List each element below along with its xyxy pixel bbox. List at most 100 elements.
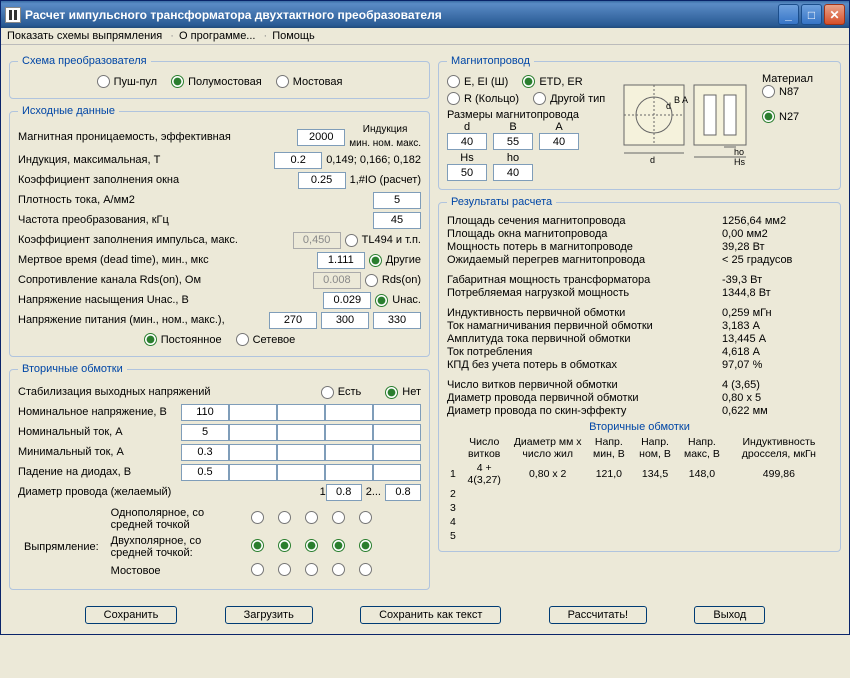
dim-Hs[interactable] — [447, 164, 487, 181]
r11v: 97,07 % — [722, 359, 832, 371]
kfill-label: Коэффициент заполнения окна — [18, 174, 298, 186]
rect-main-label: Выпрямление: — [18, 533, 105, 561]
inom-3[interactable] — [277, 424, 325, 441]
rect2-c3[interactable] — [305, 539, 318, 552]
dim-ho[interactable] — [493, 164, 533, 181]
calc-button[interactable]: Рассчитать! — [549, 606, 647, 624]
rect3-c5[interactable] — [359, 563, 372, 576]
sw-usat[interactable]: Uнас. — [375, 294, 421, 307]
menu-about[interactable]: О программе... — [179, 30, 255, 42]
imin-4[interactable] — [325, 444, 373, 461]
rect3-c3[interactable] — [305, 563, 318, 576]
dwire-1[interactable] — [326, 484, 362, 501]
dim-A[interactable] — [539, 133, 579, 150]
udrop-2[interactable] — [229, 464, 277, 481]
uin-min[interactable] — [269, 312, 317, 329]
core-ring[interactable]: R (Кольцо) — [447, 92, 519, 105]
unom-1[interactable] — [181, 404, 229, 421]
uin-nom[interactable] — [321, 312, 369, 329]
unom-2[interactable] — [229, 404, 277, 421]
perm-input[interactable] — [297, 129, 345, 146]
r1l: Площадь сечения магнитопровода — [447, 215, 722, 227]
rect1-c3[interactable] — [305, 511, 318, 524]
r8l: Ток намагничивания первичной обмотки — [447, 320, 722, 332]
dead-input[interactable] — [317, 252, 365, 269]
r13v: 0,80 х 5 — [722, 392, 832, 404]
mat-n27[interactable]: N27 — [762, 110, 832, 123]
bmax-input[interactable] — [274, 152, 322, 169]
r13l: Диаметр провода первичной обмотки — [447, 392, 722, 404]
rect1-c5[interactable] — [359, 511, 372, 524]
scheme-bridge[interactable]: Мостовая — [276, 75, 343, 88]
menu-help[interactable]: Помощь — [272, 30, 315, 42]
rect3-c1[interactable] — [251, 563, 264, 576]
freq-input[interactable] — [373, 212, 421, 229]
rect1-c2[interactable] — [278, 511, 291, 524]
sw-rdson[interactable]: Rds(on) — [365, 274, 421, 287]
stab-yes[interactable]: Есть — [321, 386, 361, 399]
imin-2[interactable] — [229, 444, 277, 461]
inom-1[interactable] — [181, 424, 229, 441]
core-other[interactable]: Другой тип — [533, 92, 605, 105]
save-text-button[interactable]: Сохранить как текст — [360, 606, 501, 624]
rect1-c1[interactable] — [251, 511, 264, 524]
inom-label: Номинальный ток, А — [18, 426, 181, 438]
r5v: -39,3 Вт — [722, 274, 832, 286]
imin-1[interactable] — [181, 444, 229, 461]
save-button[interactable]: Сохранить — [85, 606, 178, 624]
minimize-button[interactable]: _ — [778, 4, 799, 25]
button-bar: Сохранить Загрузить Сохранить как текст … — [1, 600, 849, 634]
exit-button[interactable]: Выход — [694, 606, 765, 624]
imin-3[interactable] — [277, 444, 325, 461]
udrop-3[interactable] — [277, 464, 325, 481]
stab-no[interactable]: Нет — [385, 386, 421, 399]
jdens-input[interactable] — [373, 192, 421, 209]
rect2-c5[interactable] — [359, 539, 372, 552]
unom-4[interactable] — [325, 404, 373, 421]
rect2-label: Двухполярное, со средней точкой: — [105, 533, 245, 561]
maximize-button[interactable]: □ — [801, 4, 822, 25]
pwm-other[interactable]: Другие — [369, 254, 421, 267]
rect3-c2[interactable] — [278, 563, 291, 576]
menu-schemes[interactable]: Показать схемы выпрямления — [7, 30, 162, 42]
unom-3[interactable] — [277, 404, 325, 421]
dead-label: Мертвое время (dead time), мин., мкс — [18, 254, 317, 266]
psrc-mains[interactable]: Сетевое — [236, 333, 296, 346]
kfill-input[interactable] — [298, 172, 346, 189]
inom-4[interactable] — [325, 424, 373, 441]
rect2-c4[interactable] — [332, 539, 345, 552]
inom-5[interactable] — [373, 424, 421, 441]
rect2-c2[interactable] — [278, 539, 291, 552]
kpulse-label: Коэффициент заполнения импульса, макс. — [18, 234, 293, 246]
kpulse-tl494[interactable]: TL494 и т.п. — [345, 234, 421, 247]
r6v: 1344,8 Вт — [722, 287, 832, 299]
rect2-c1[interactable] — [251, 539, 264, 552]
core-e[interactable]: Е, EI (Ш) — [447, 75, 508, 88]
perm-label: Магнитная проницаемость, эффективная — [18, 131, 297, 143]
usat-input[interactable] — [323, 292, 371, 309]
scheme-pushpull[interactable]: Пуш-пул — [97, 75, 158, 88]
core-etd[interactable]: ETD, ER — [522, 75, 582, 88]
dwire-2[interactable] — [385, 484, 421, 501]
uin-max[interactable] — [373, 312, 421, 329]
imin-5[interactable] — [373, 444, 421, 461]
udrop-1[interactable] — [181, 464, 229, 481]
unom-5[interactable] — [373, 404, 421, 421]
dim-B[interactable] — [493, 133, 533, 150]
inom-2[interactable] — [229, 424, 277, 441]
psrc-dc[interactable]: Постоянное — [144, 333, 222, 346]
sec-row-4: 4 — [447, 515, 832, 529]
load-button[interactable]: Загрузить — [225, 606, 313, 624]
sec-row-2: 2 — [447, 487, 832, 501]
scheme-halfbridge[interactable]: Полумостовая — [171, 75, 262, 88]
rect1-c4[interactable] — [332, 511, 345, 524]
dim-d[interactable] — [447, 133, 487, 150]
mat-n87[interactable]: N87 — [762, 85, 832, 98]
rect3-c4[interactable] — [332, 563, 345, 576]
close-button[interactable]: ✕ — [824, 4, 845, 25]
sec-row-3: 3 — [447, 501, 832, 515]
r1v: 1256,64 мм2 — [722, 215, 832, 227]
jdens-label: Плотность тока, А/мм2 — [18, 194, 373, 206]
udrop-5[interactable] — [373, 464, 421, 481]
udrop-4[interactable] — [325, 464, 373, 481]
